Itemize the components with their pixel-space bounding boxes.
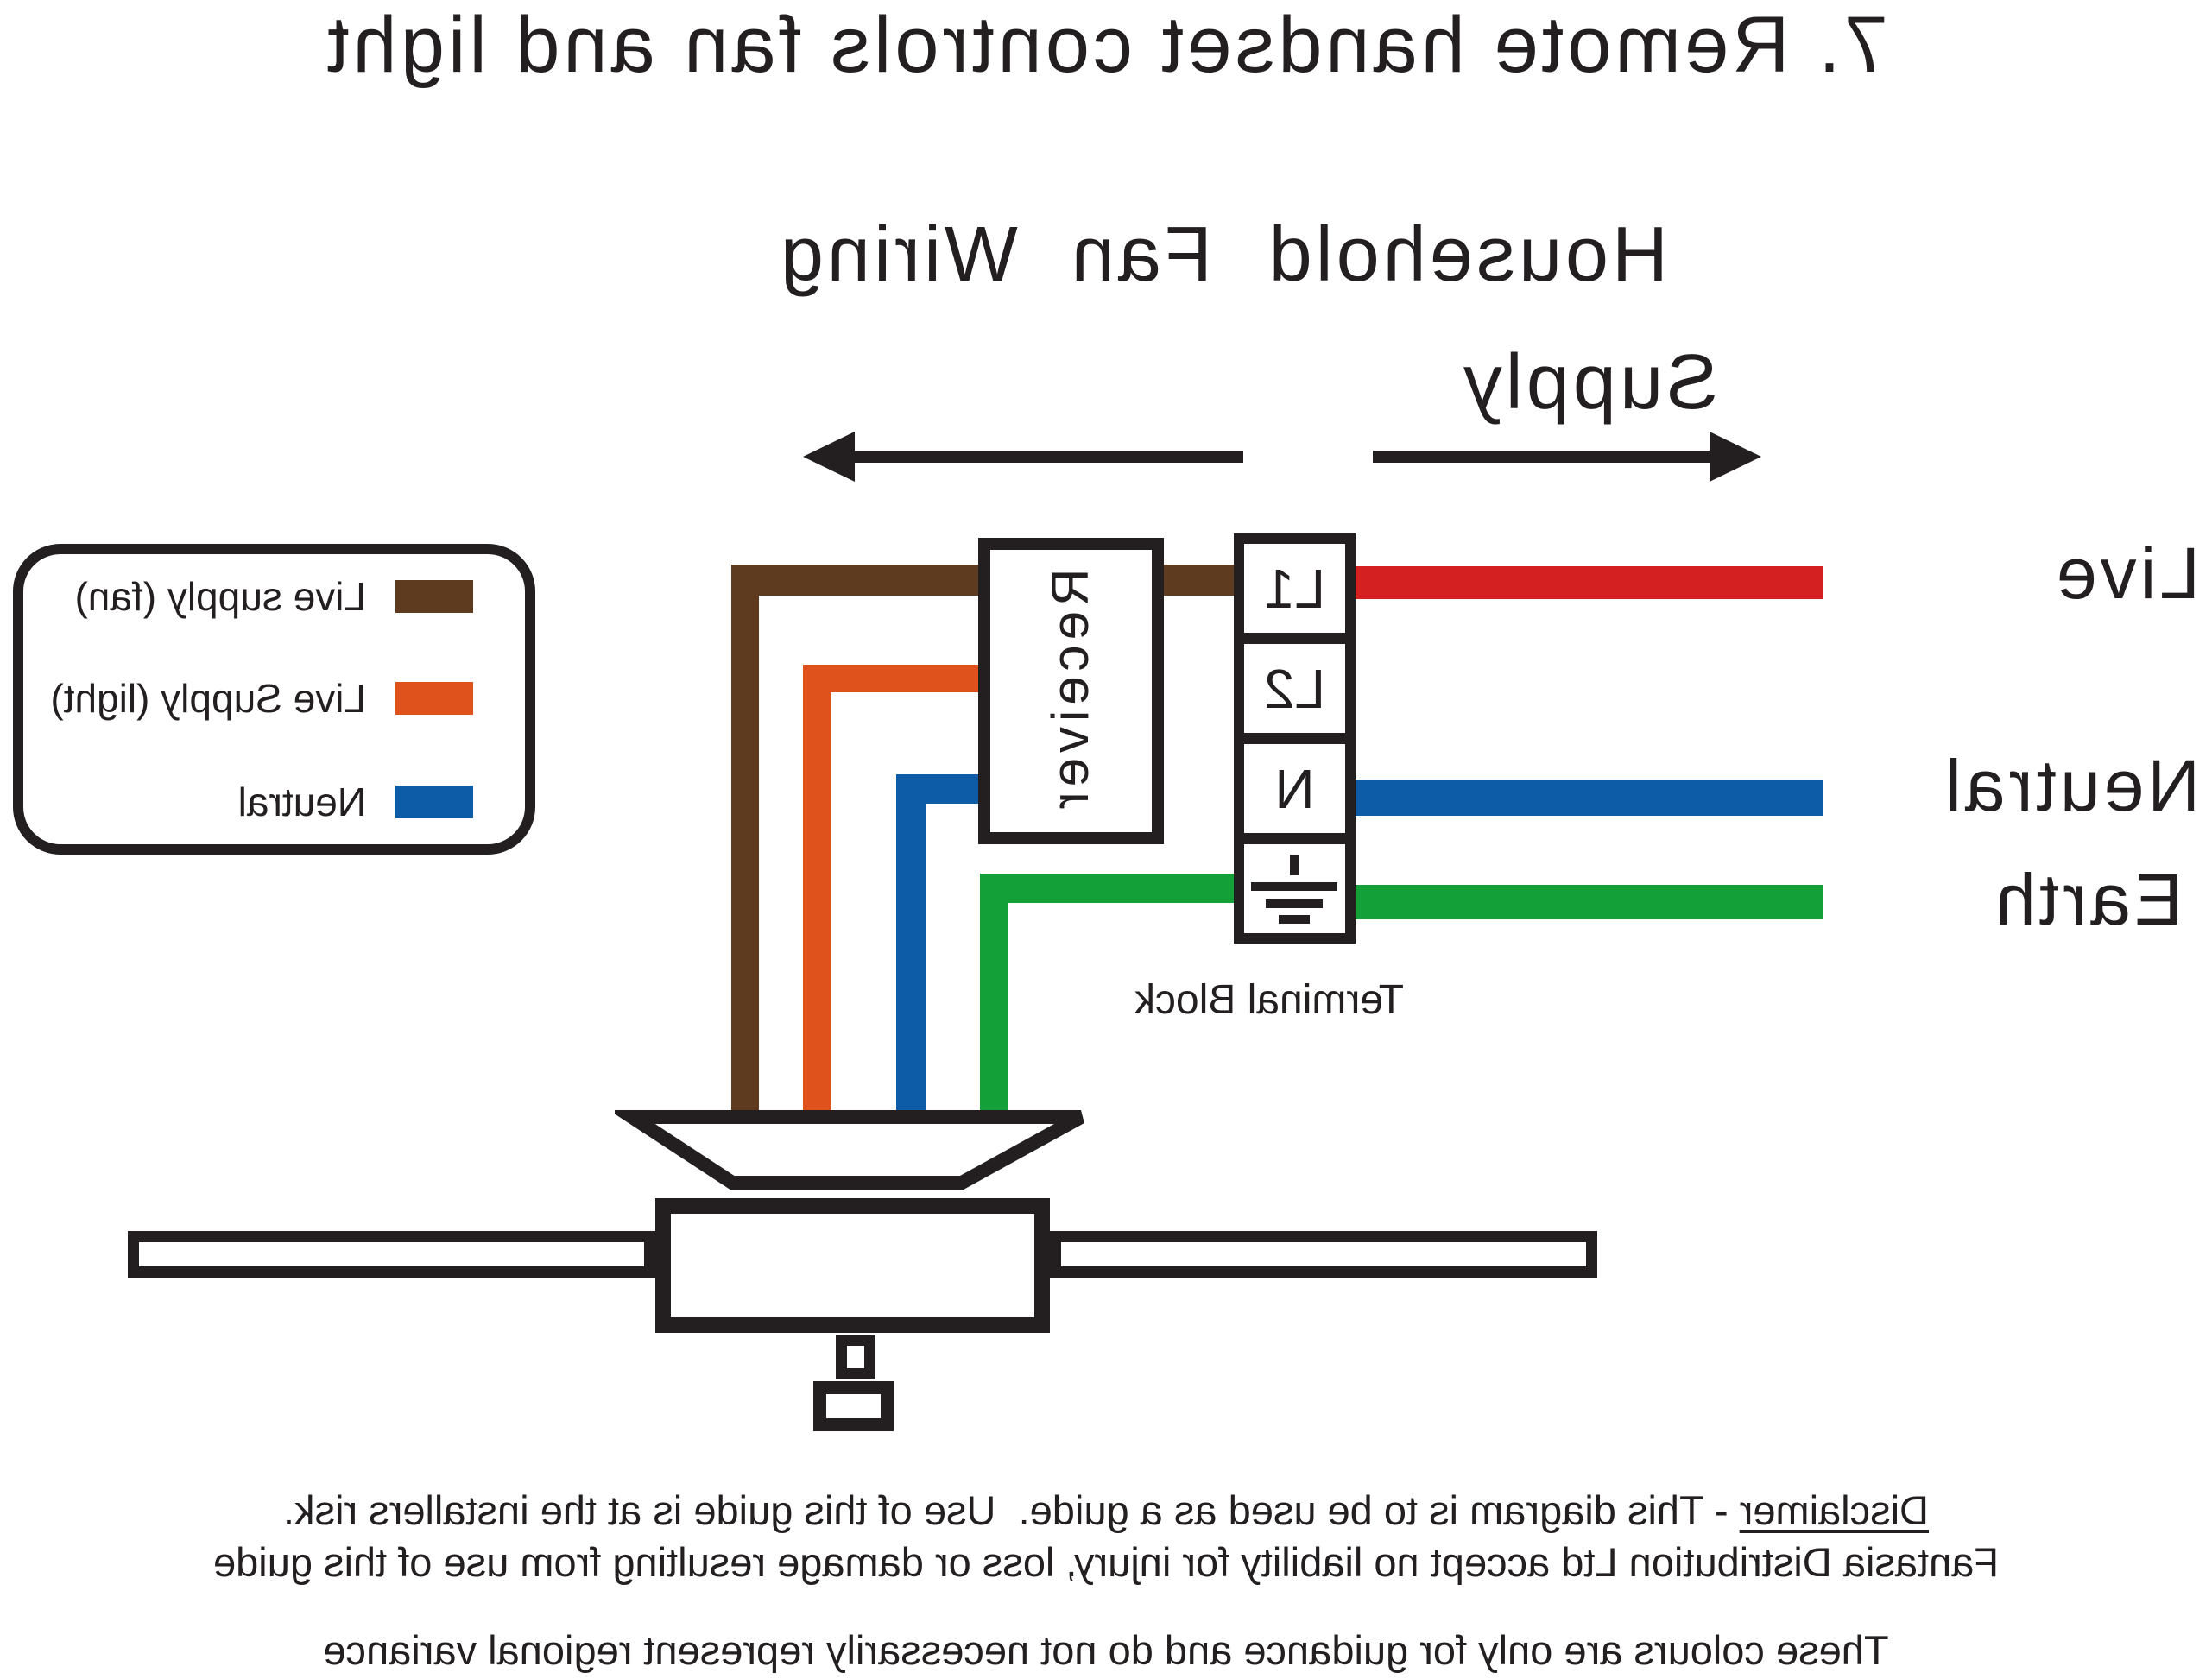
fan-blade-left [1050, 1231, 1597, 1278]
legend-swatch-neutral [395, 786, 473, 818]
live-label: Live [2052, 533, 2200, 614]
earth-ground-icon [1251, 854, 1338, 924]
live-fan-wire-vertical [731, 565, 759, 1131]
fan-motor-body [655, 1198, 1050, 1333]
legend-label-live-light: Live Supply (light) [50, 676, 366, 721]
earth-label: Earth [1992, 859, 2183, 940]
legend-swatch-live-fan [395, 580, 473, 613]
earth-wire-vertical [980, 874, 1008, 1131]
neutral-label: Neutral [1942, 745, 2200, 826]
terminal-cell-n: N [1234, 734, 1356, 843]
earth-wire-horizontal [980, 874, 1239, 903]
receiver-label: Receiver [1041, 568, 1100, 814]
disclaimer-line-3: These colours are only for guidance and … [323, 1627, 1889, 1673]
supply-label: Supply [1459, 339, 1718, 426]
household-label: Household [1265, 211, 1668, 298]
terminal-cell-earth [1234, 834, 1356, 944]
disclaimer-rest: - This diagram is to be used as a guide.… [282, 1487, 1740, 1533]
earth-supply-wire [1345, 885, 1823, 919]
legend-label-neutral: Neutral [237, 780, 366, 824]
disclaimer-line-2: Fantasia Distribution Ltd accept no liab… [212, 1539, 2000, 1585]
terminal-cell-label: L2 [1263, 657, 1326, 720]
live-light-wire-vertical [803, 665, 831, 1131]
page-title: 7. Remote handset controls fan and light [324, 1, 1888, 89]
terminal-cell-l1: L1 [1234, 533, 1356, 643]
disclaimer-word: Disclaimer [1739, 1487, 1930, 1533]
terminal-cell-label: L1 [1263, 557, 1326, 620]
legend-label-live-fan: Live supply (fan) [74, 574, 367, 619]
fan-wiring-label: Fan Wiring [776, 211, 1212, 298]
receiver-box: Receiver [978, 538, 1164, 844]
terminal-cell-l2: L2 [1234, 634, 1356, 743]
neutral-wire-vertical [896, 774, 926, 1131]
terminal-block-caption: Terminal Block [1134, 977, 1405, 1023]
fan-light-stem [836, 1335, 875, 1379]
fan-canopy [615, 1110, 1084, 1190]
live-supply-wire [1345, 566, 1823, 599]
arrow-shaft [844, 451, 1243, 463]
fan-wiring-arrow [803, 432, 1243, 482]
terminal-block: L1 L2 N [1234, 533, 1356, 944]
arrow-shaft [1373, 451, 1720, 463]
terminal-cell-label: N [1274, 757, 1315, 820]
wire-colour-legend: Live supply (fan) Live Supply (light) Ne… [13, 544, 535, 855]
neutral-supply-wire [1345, 780, 1823, 816]
fan-light-fitting [813, 1381, 894, 1431]
fan-blade-right [128, 1231, 655, 1278]
disclaimer-line-1: Disclaimer - This diagram is to be used … [0, 1487, 2212, 1533]
household-supply-arrow [1373, 432, 1761, 482]
legend-swatch-live-light [395, 682, 473, 715]
